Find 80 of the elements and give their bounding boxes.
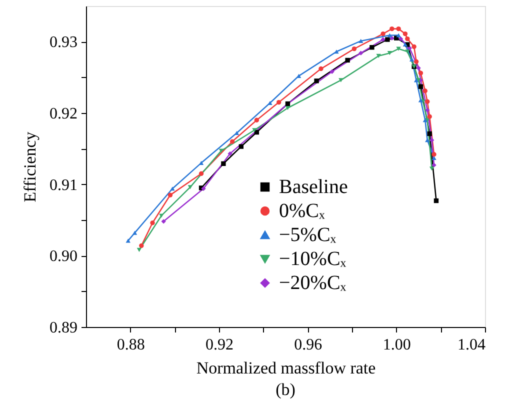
point bbox=[221, 161, 226, 166]
point bbox=[136, 248, 142, 252]
point bbox=[345, 58, 350, 63]
x-tick-label: 1.00 bbox=[382, 336, 411, 354]
point bbox=[425, 138, 430, 142]
point bbox=[314, 78, 319, 84]
point bbox=[418, 70, 424, 76]
point bbox=[285, 106, 290, 110]
y-tick-label: 0.90 bbox=[50, 248, 78, 266]
point bbox=[418, 84, 424, 89]
legend-label: −10%Cₓ bbox=[279, 248, 346, 270]
x-axis-title: Normalized massflow rate bbox=[196, 358, 376, 378]
y-tick-label: 0.92 bbox=[50, 106, 78, 122]
point bbox=[268, 100, 272, 106]
x-tick-label: 1.04 bbox=[458, 336, 486, 354]
point bbox=[376, 54, 381, 58]
point bbox=[425, 99, 430, 104]
legend-label: Baseline bbox=[279, 176, 348, 198]
point bbox=[429, 138, 434, 142]
point bbox=[254, 118, 260, 122]
point bbox=[198, 171, 204, 176]
point bbox=[201, 186, 206, 191]
point bbox=[161, 219, 166, 224]
point bbox=[330, 69, 334, 74]
point bbox=[370, 45, 374, 50]
point bbox=[405, 50, 410, 54]
point bbox=[230, 139, 235, 144]
point bbox=[139, 243, 144, 248]
point bbox=[168, 192, 173, 198]
point bbox=[390, 26, 394, 32]
point bbox=[358, 50, 364, 56]
point bbox=[159, 214, 164, 218]
y-axis-title: Efficiency bbox=[20, 131, 40, 202]
point bbox=[170, 186, 175, 191]
point bbox=[218, 148, 224, 153]
point bbox=[429, 166, 434, 171]
point bbox=[276, 100, 282, 105]
legend-label: 0%Cₓ bbox=[279, 200, 325, 222]
point bbox=[418, 98, 424, 102]
point bbox=[238, 144, 244, 149]
point bbox=[427, 114, 432, 119]
point bbox=[414, 59, 419, 64]
legend-label: −5%Cₓ bbox=[279, 224, 336, 246]
point bbox=[396, 33, 401, 38]
point bbox=[132, 230, 138, 235]
point bbox=[410, 57, 414, 62]
point bbox=[422, 88, 428, 94]
point bbox=[434, 198, 439, 204]
point bbox=[425, 108, 430, 112]
point bbox=[405, 36, 410, 42]
point bbox=[150, 220, 155, 226]
x-tick-label: 0.88 bbox=[116, 336, 145, 354]
point bbox=[402, 31, 408, 36]
point bbox=[228, 151, 232, 156]
point bbox=[252, 128, 257, 132]
point bbox=[412, 44, 416, 49]
y-tick-label: 0.93 bbox=[50, 34, 78, 52]
x-tick-label: 0.92 bbox=[206, 336, 234, 354]
point bbox=[338, 78, 344, 82]
point bbox=[402, 42, 408, 47]
point bbox=[352, 46, 357, 52]
point bbox=[414, 78, 419, 82]
point bbox=[318, 66, 324, 72]
point bbox=[358, 38, 364, 43]
point bbox=[380, 31, 386, 36]
point bbox=[416, 66, 421, 70]
point bbox=[427, 131, 432, 136]
point bbox=[387, 51, 392, 56]
point bbox=[334, 50, 339, 54]
point bbox=[380, 37, 386, 42]
point bbox=[387, 33, 392, 38]
x-tick-label: 0.96 bbox=[294, 336, 322, 354]
y-tick-label: 0.91 bbox=[50, 176, 78, 194]
point bbox=[432, 152, 436, 157]
y-tick-label: 0.89 bbox=[50, 320, 78, 336]
point bbox=[188, 185, 193, 190]
legend-label: −20%Cₓ bbox=[279, 272, 346, 294]
point bbox=[385, 37, 390, 42]
text: (b) bbox=[276, 380, 296, 399]
point bbox=[396, 26, 401, 32]
